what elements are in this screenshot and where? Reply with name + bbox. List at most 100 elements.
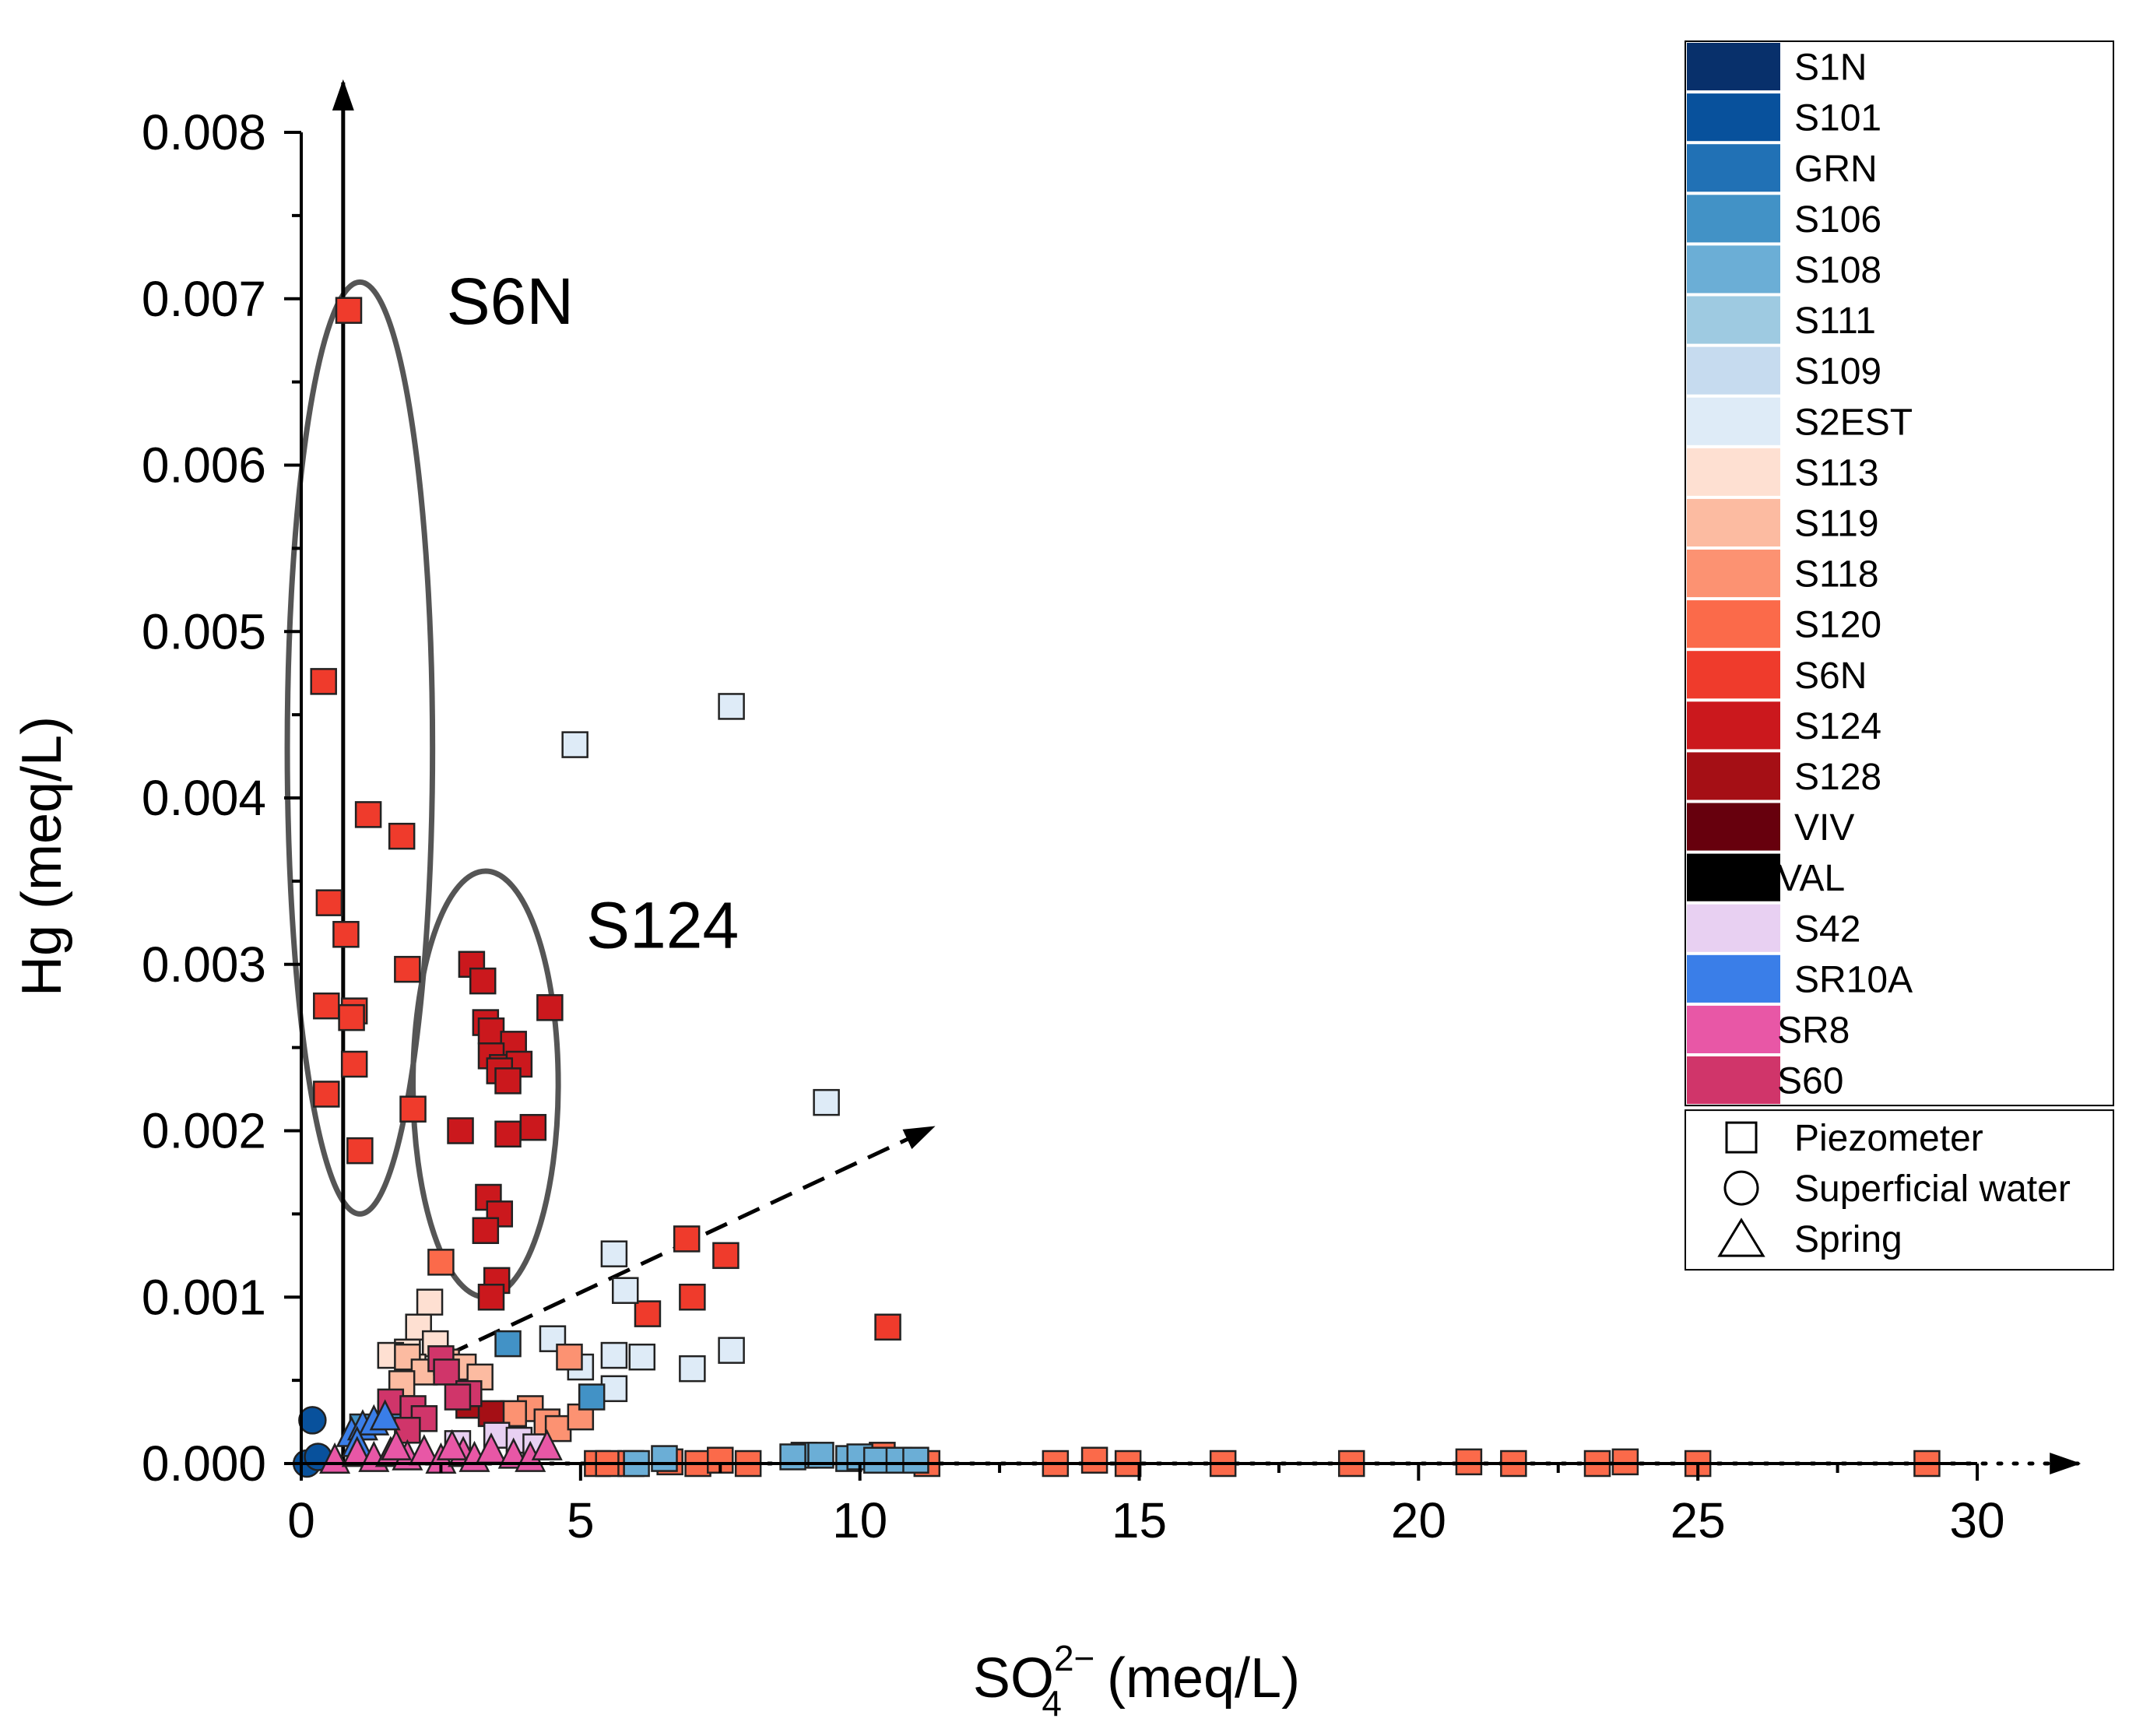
data-point: [718, 1337, 745, 1364]
legend-shape-label: Piezometer: [1794, 1118, 1983, 1159]
legend-swatch-viv: [1687, 803, 1780, 851]
data-point: [779, 1443, 806, 1471]
data-point: [712, 1242, 740, 1270]
data-point: [416, 1288, 444, 1316]
legend-swatch-s111: [1687, 296, 1780, 344]
legend-marker-circle: [1723, 1170, 1759, 1206]
y-tick-label: 0.002: [142, 1103, 266, 1159]
legend-swatch-s128: [1687, 752, 1780, 800]
data-point: [380, 1429, 413, 1460]
data-point: [433, 1358, 460, 1386]
x-tick-label: 0: [287, 1492, 315, 1548]
y-tick-label: 0.008: [142, 104, 266, 160]
data-point: [561, 731, 588, 758]
data-point: [628, 1343, 656, 1371]
legend-shape-label: Superficial water: [1794, 1168, 2071, 1210]
x-axis-label: SO2− 4 (meq/L): [973, 1638, 1300, 1724]
data-point: [477, 1017, 505, 1045]
ellipse-s6n: [284, 279, 436, 1217]
legend-label-grn: GRN: [1794, 149, 1878, 190]
data-point: [444, 1383, 472, 1411]
legend-swatch-s106: [1687, 195, 1780, 243]
data-point: [862, 1446, 891, 1474]
legend-swatch-sr8: [1687, 1005, 1780, 1053]
data-point: [315, 889, 343, 916]
legend-label-s119: S119: [1794, 503, 1879, 544]
data-point: [1455, 1448, 1483, 1476]
x-tick-label: 15: [1112, 1492, 1167, 1548]
data-point: [494, 1330, 522, 1358]
legend-label-s128: S128: [1794, 757, 1881, 798]
data-point: [494, 1120, 522, 1148]
annotation-s124: S124: [586, 888, 739, 961]
legend: S1N S101 GRN S106 S108 S111 S109 S2EST S113 S119 S…: [1685, 40, 2114, 1271]
y-tick-label: 0.007: [142, 271, 266, 327]
data-point: [673, 1225, 701, 1253]
legend-swatch-s118: [1687, 550, 1780, 598]
x-tick-label: 30: [1949, 1492, 2004, 1548]
y-tick-label: 0.004: [142, 770, 266, 826]
legend-swatch-s42: [1687, 904, 1780, 952]
y-tick-label: 0.005: [142, 603, 266, 659]
data-point: [531, 1429, 563, 1460]
axes-layer: 0 5 10 15 20 25 30 0.000 0.001 0.002 0.003 0.004 0.0…: [142, 104, 2005, 1548]
x-tick-label: 25: [1671, 1492, 1726, 1548]
data-point: [611, 1277, 639, 1304]
data-point: [346, 1137, 374, 1165]
data-point: [332, 921, 360, 948]
data-point: [436, 1429, 468, 1460]
legend-label-s2est: S2EST: [1794, 402, 1913, 443]
legend-swatch-s101: [1687, 93, 1780, 142]
data-point: [313, 1081, 340, 1108]
data-point: [600, 1341, 628, 1369]
data-point: [369, 1399, 401, 1431]
y-tick-label: 0.006: [142, 438, 266, 494]
data-point: [394, 955, 421, 983]
data-point: [472, 1217, 500, 1244]
legend-swatch-s1n: [1687, 43, 1780, 91]
legend-label-s60: S60: [1777, 1061, 1843, 1102]
legend-marker-square: [1725, 1121, 1758, 1154]
data-point: [427, 1249, 455, 1276]
legend-shape-label: Spring: [1794, 1219, 1902, 1260]
data-point: [313, 992, 340, 1020]
series-s124: [447, 951, 564, 1311]
data-point: [651, 1445, 678, 1472]
data-point: [335, 297, 363, 324]
legend-label-sr8: SR8: [1777, 1010, 1850, 1051]
data-point: [634, 1300, 662, 1327]
data-point: [679, 1355, 706, 1383]
data-point: [578, 1383, 606, 1411]
legend-swatch-val: [1687, 853, 1780, 901]
legend-label-val: VAL: [1777, 858, 1845, 899]
legend-label-s108: S108: [1794, 250, 1881, 291]
legend-swatch-s109: [1687, 346, 1780, 395]
series-s108: [623, 1442, 929, 1478]
data-point: [813, 1088, 840, 1116]
legend-swatch-sr10a: [1687, 954, 1780, 1003]
series-s6n: [310, 297, 901, 1341]
data-point: [539, 1325, 567, 1352]
data-point: [319, 1442, 351, 1474]
annotation-layer: S6N S124: [447, 265, 740, 962]
axis-title-layer: Hg (meq/L) SO2− 4 (meq/L): [11, 716, 1300, 1724]
data-point: [556, 1343, 583, 1371]
legend-label-s42: S42: [1794, 908, 1860, 950]
y-tick-label: 0.000: [142, 1436, 266, 1492]
x-label-base: SO: [973, 1647, 1054, 1710]
data-point: [399, 1095, 427, 1123]
x-label-unit: (meq/L): [1107, 1647, 1300, 1710]
legend-marker-triangle: [1717, 1218, 1765, 1257]
legend-swatch-s120: [1687, 600, 1780, 648]
x-tick-label: 10: [832, 1492, 887, 1548]
legend-label-s1n: S1N: [1794, 47, 1867, 89]
legend-label-s120: S120: [1794, 605, 1881, 646]
legend-label-s118: S118: [1794, 554, 1879, 596]
data-point: [340, 1050, 368, 1078]
data-point: [310, 668, 337, 695]
data-point: [600, 1240, 628, 1267]
legend-swatch-s2est: [1687, 397, 1780, 445]
legend-label-s113: S113: [1794, 452, 1879, 494]
x-label-subscript: 4: [1042, 1683, 1062, 1724]
